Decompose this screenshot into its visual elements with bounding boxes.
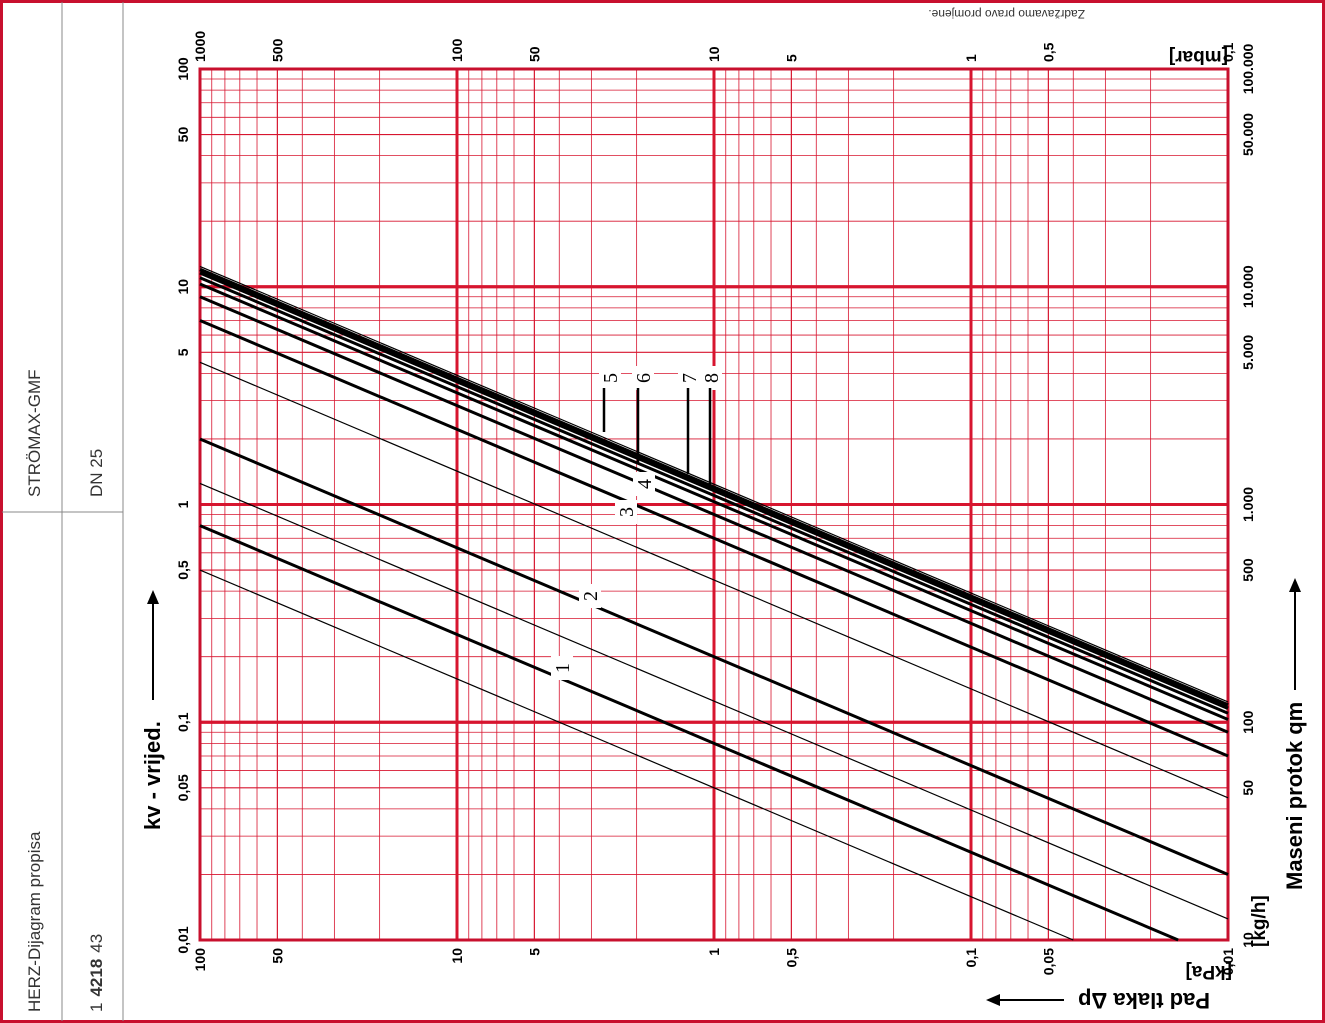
x-tick-label: 1 [706,948,722,956]
series-label-1: 1 [552,663,574,673]
series-label-5: 5 [600,373,622,383]
x-tick-alt-label: 1 [963,54,979,62]
series-label-8: 8 [701,373,723,383]
x-tick-alt-label: 5 [783,54,799,62]
series-line-2 [199,437,1229,876]
series-label-6: 6 [633,373,655,383]
x-tick-alt-label: 10 [706,46,722,62]
y-tick-label: 0,1 [175,712,191,732]
sidebar-size: DN 25 [87,449,106,497]
y-tick-label: 100 [175,57,191,81]
series-label-4: 4 [634,479,656,489]
y-axis-label: kv - vrijed. [140,721,165,830]
sidebar-code: 1 4218 43 [87,934,106,1012]
sidebar-title: HERZ-Dijagram propisa [25,831,44,1012]
y-axis-title: kv - vrijed. [140,590,165,830]
y-tick-label: 50 [175,127,191,143]
y-tick-alt-label: 100 [1240,710,1256,734]
series-label-7: 7 [679,373,701,383]
x-tick-alt-label: 50 [526,46,542,62]
y-tick-label: 1 [175,500,191,508]
y-axis-alt-label: Maseni protok qm [1282,702,1307,890]
y-tick-alt-label: 10 [1240,932,1256,948]
series-line-4 [199,295,1229,734]
series-label-bg-1 [551,656,573,680]
code-bold: 4218 [87,959,106,997]
y-tick-alt-label: 5.000 [1240,335,1256,370]
chart-ticks: 100 50 10 5 1 0,5 0,1 0,05 0,01 100.000 50.000 10.0… [175,31,1256,976]
y-tick-label: 10 [175,279,191,295]
x-tick-alt-label: 0,1 [1220,42,1236,62]
series-label-bg-3 [615,500,637,524]
y-tick-label: 5 [175,348,191,356]
x-tick-alt-label: 1000 [192,31,208,62]
x-axis-title: Pad tlaka Δp [986,988,1210,1013]
series-line-3 [199,319,1229,758]
series-line-aux-9 [199,482,1229,920]
series-label-bg-5 [599,366,621,390]
x-tick-alt-label: 0,5 [1040,42,1056,62]
x-tick-label: 0,01 [1220,948,1236,975]
y-tick-alt-label: 50.000 [1240,113,1256,156]
x-tick-label: 0,1 [963,948,979,968]
x-axis-label: Pad tlaka Δp [1078,988,1210,1013]
series-line-1 [199,524,1179,942]
x-tick-label: 50 [269,948,285,964]
x-axis-unit: [kPa] [1186,961,1232,982]
y-tick-label: 0,01 [175,926,191,953]
series-line-8 [199,271,1229,710]
x-axis-arrow-head [986,994,1000,1006]
series-line-6 [199,276,1229,715]
x-tick-label: 0,05 [1040,948,1056,975]
series-label-3: 3 [616,507,638,517]
y-tick-alt-label: 10.000 [1240,265,1256,308]
x-tick-alt-label: 100 [449,38,465,62]
series-label-bg-2 [579,584,601,608]
series-label-2: 2 [580,591,602,601]
series-label-bg-4 [633,472,655,496]
y-tick-label: 0,5 [175,560,191,580]
x-tick-alt-label: 500 [269,38,285,62]
y-axis-alt-arrow-head [1289,578,1301,592]
series-line-aux-8 [199,569,1074,941]
x-tick-label: 100 [192,948,208,972]
y-tick-label: 0,05 [175,774,191,801]
copyright-note: Zadržavamo pravo promjene. [928,7,1085,21]
chart-series: 1 2 3 4 5 6 7 8 [199,265,1229,942]
series-line-aux-11 [199,265,1229,703]
y-tick-alt-label: 100.000 [1240,43,1256,94]
y-axis-alt-unit: [kg/h] [1249,895,1270,947]
x-tick-label: 5 [526,948,542,956]
series-label-bg-6 [632,366,654,390]
series-line-aux-10 [199,361,1229,799]
y-axis-arrow-head [147,590,159,604]
y-tick-alt-label: 500 [1240,558,1256,582]
series-line-7 [199,282,1229,721]
plot-frame [198,67,1230,942]
y-axis-alt-title: Maseni protok qm [1282,578,1307,890]
x-tick-label: 0,5 [783,948,799,968]
y-tick-alt-label: 50 [1240,780,1256,796]
code-prefix: 1 [87,1003,106,1012]
series-line-5 [199,267,1229,707]
series-label-bg-7 [678,366,700,390]
sidebar-product: STRÖMAX-GMF [25,370,44,498]
code-suffix: 43 [87,934,106,953]
y-tick-alt-label: 1.000 [1240,487,1256,522]
x-tick-label: 10 [449,948,465,964]
series-label-bg-8 [700,366,722,390]
x-axis-alt-unit: [mbar] [1169,46,1228,67]
